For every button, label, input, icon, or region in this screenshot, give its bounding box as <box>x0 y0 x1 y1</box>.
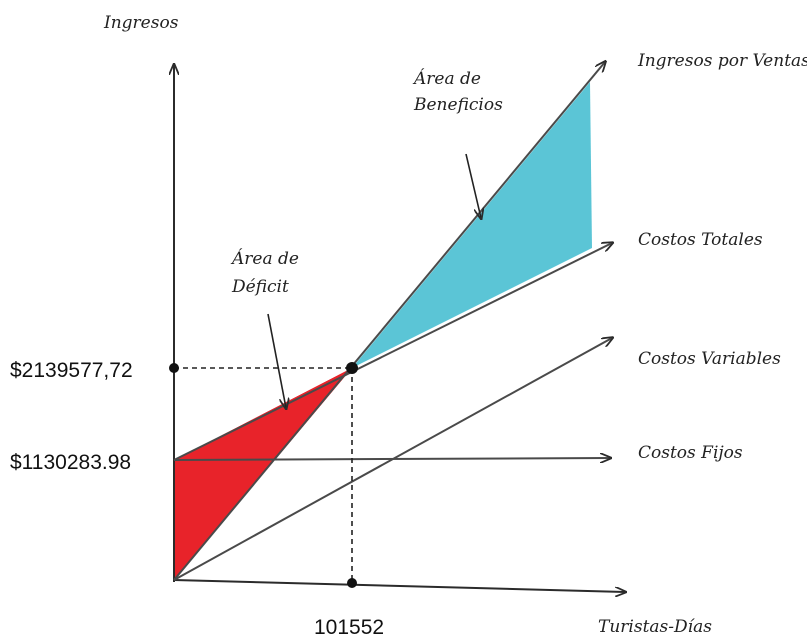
revenue-line-label: Ingresos por Ventas <box>637 51 807 71</box>
y-axis-label: Ingresos <box>103 13 179 33</box>
profit-area-pointer <box>465 153 481 218</box>
fixed-cost-value: $1130283.98 <box>10 451 131 474</box>
deficit-area-label-line1: Área de <box>230 248 299 269</box>
profit-area-label-line2: Beneficios <box>413 95 503 115</box>
revenue-line <box>173 62 605 581</box>
x-axis-break-even-marker <box>347 578 357 588</box>
break-even-point <box>346 362 358 374</box>
x-axis-label: Turistas-Días <box>598 617 712 637</box>
profit-area-label-line1: Área de <box>412 68 481 89</box>
break-even-x-value: 101552 <box>314 616 384 639</box>
total-costs-line-label: Costos Totales <box>638 230 763 250</box>
deficit-area-label-line2: Déficit <box>231 277 289 297</box>
profit-area <box>352 82 592 368</box>
break-even-y-value: $2139577,72 <box>10 359 133 382</box>
variable-costs-line-label: Costos Variables <box>638 349 781 369</box>
x-axis <box>173 579 625 592</box>
deficit-area-pointer <box>267 313 286 408</box>
y-axis-break-even-marker <box>169 363 179 373</box>
fixed-costs-line-label: Costos Fijos <box>638 443 743 463</box>
fixed-costs-line <box>173 458 610 460</box>
total-costs-line <box>173 243 612 461</box>
